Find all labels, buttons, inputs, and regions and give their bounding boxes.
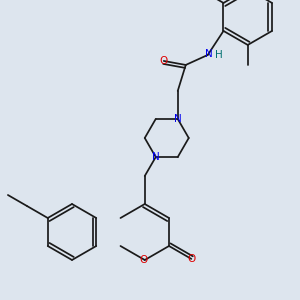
Text: O: O bbox=[187, 254, 195, 264]
Text: N: N bbox=[174, 114, 182, 124]
Text: O: O bbox=[140, 255, 148, 265]
Text: N: N bbox=[205, 49, 213, 59]
Text: O: O bbox=[160, 56, 168, 66]
Text: H: H bbox=[215, 50, 223, 60]
Text: N: N bbox=[152, 152, 160, 162]
